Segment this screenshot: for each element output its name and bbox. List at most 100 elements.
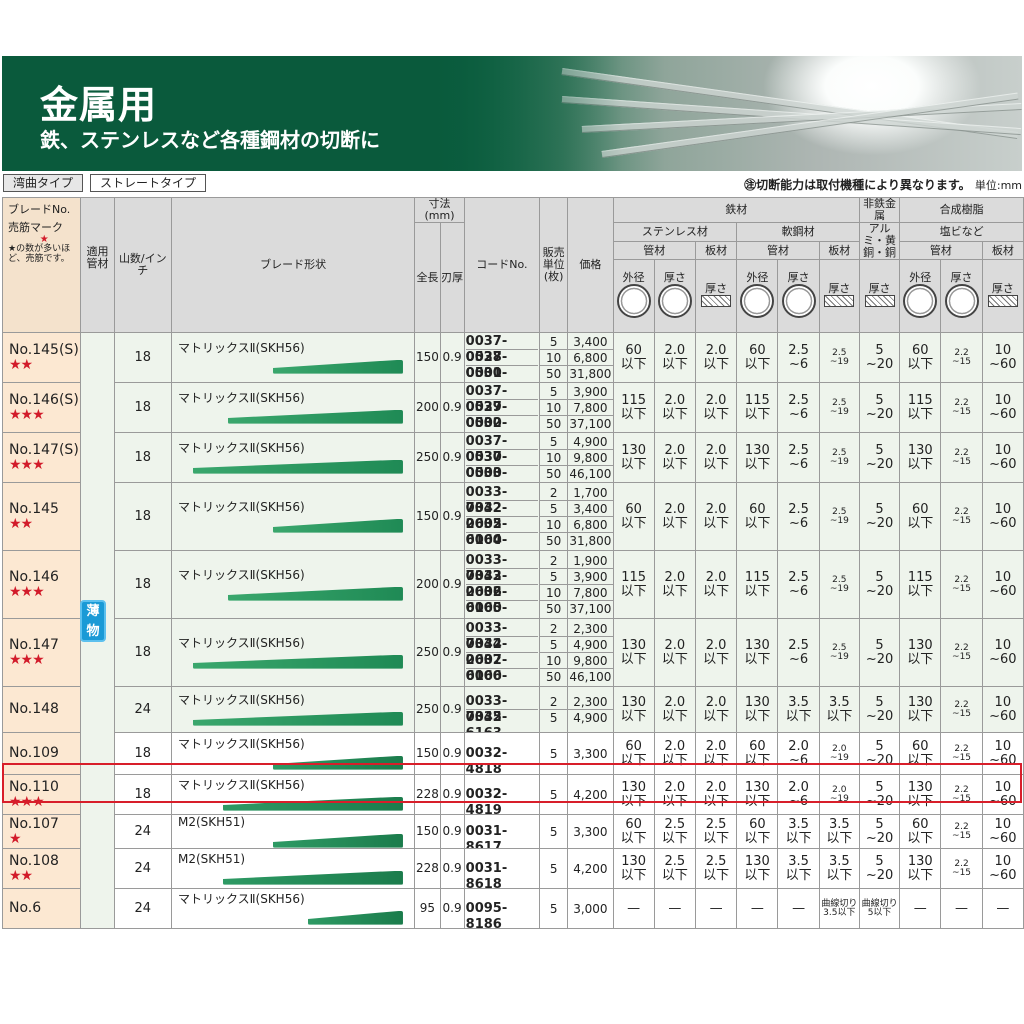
sale-unit: 2 [540, 694, 567, 710]
stars-rating: ★★★ [9, 651, 45, 668]
tab-curved[interactable]: 湾曲タイプ [3, 174, 84, 192]
price: 31,800 [569, 533, 612, 548]
code-no: 0037-0533 [465, 450, 539, 481]
capacity-cell: 60 以下 [899, 732, 942, 776]
header-resin-sub: 塩ビなど [899, 222, 1024, 242]
code-no: 0033-7342 [465, 485, 539, 516]
sale-unit: 5 [549, 710, 558, 725]
price: 3,000 [573, 901, 608, 916]
header-thick: 厚さ [777, 259, 820, 334]
thick-label: 厚さ [828, 281, 851, 295]
table-row: No.108 ★★ 24 M2(SKH51) 228 0.9 0031-8618 5 4,200… [1, 848, 1024, 890]
sale-unit: 5 [540, 501, 567, 517]
thick-label: 厚さ [950, 270, 973, 284]
header-thickness: 刃厚 [439, 222, 465, 334]
note-text: ㊟切断能力は取付機種により異なります。 [744, 178, 971, 192]
header-nonferrous: 非鉄金属 [858, 196, 901, 224]
capacity-cell: 2.5 ~19 [818, 618, 860, 688]
blade-no-cell: No.147(S) ★★★ [1, 432, 82, 484]
thickness-cell: 0.9 [439, 686, 465, 734]
capacity-cell: 60 以下 [612, 482, 655, 552]
blade-no: No.107 [9, 815, 59, 832]
capacity-cell: 5 ~20 [858, 686, 901, 734]
code-no: 0032-4818 [465, 745, 508, 775]
thickness-cell: 0.9 [439, 432, 465, 484]
capacity-cell: 2.0 以下 [653, 774, 696, 816]
sale-unit: 5 [540, 434, 567, 450]
capacity-cell: 2.5 以下 [694, 814, 738, 850]
code-no: 0000-3464 [465, 600, 508, 618]
capacity-cell: 2.0 以下 [694, 774, 738, 816]
blade-no: No.145(S) [9, 341, 79, 358]
code-cell: 0031-8618 [463, 848, 541, 890]
blade-no-cell: No.110 ★★★ [1, 774, 82, 816]
capacity-cell: 130 以下 [612, 618, 655, 688]
thickness-cell: 0.9 [439, 332, 465, 384]
teeth-cell: 18 [113, 618, 172, 688]
unit-cell: 5 10 50 [539, 332, 569, 384]
unit-cell: 5 10 50 [539, 432, 569, 484]
price-cell: 3,300 [567, 814, 614, 850]
capacity-cell: 10 ~60 [981, 382, 1024, 434]
teeth-cell: 18 [113, 550, 172, 620]
capacity-cell: 10 ~60 [981, 432, 1024, 484]
price: 3,400 [568, 334, 613, 350]
sale-unit: 5 [549, 901, 558, 916]
price: 7,800 [568, 585, 613, 601]
table-row: No.145(S) ★★ 18 マトリックスⅡ(SKH56) 150 0.9 0037-05… [1, 332, 1024, 930]
capacity-cell: 60 以下 [736, 814, 779, 850]
thick-label: 厚さ [991, 281, 1014, 295]
price: 1,900 [568, 553, 613, 569]
capacity-cell: 60 以下 [736, 332, 779, 384]
stars-rating: ★★★ [9, 456, 45, 473]
sale-unit: 5 [549, 746, 558, 761]
length-cell: 150 [414, 482, 441, 552]
price: 9,800 [568, 450, 613, 466]
table-row: No.109 18 マトリックスⅡ(SKH56) 150 0.9 0032-4818 5 3,… [1, 732, 1024, 776]
capacity-cell: 3.5 以下 [818, 686, 860, 734]
blade-name: マトリックスⅡ(SKH56) [177, 892, 305, 907]
blade-no-cell: No.6 [1, 888, 82, 930]
code-no: 0032-6164 [465, 517, 539, 548]
capacity-cell: 10 ~60 [981, 848, 1024, 890]
price: 1,700 [568, 485, 613, 501]
thickness-cell: 0.9 [439, 888, 465, 930]
capacity-cell: 3.5 以下 [818, 814, 860, 850]
price: 4,900 [568, 434, 613, 450]
unit-cell: 2 5 10 50 [539, 482, 569, 552]
star-icon: ★ [39, 234, 49, 246]
capacity-cell: — [736, 888, 779, 930]
banner-fade [2, 56, 622, 171]
blade-no-cell: No.146(S) ★★★ [1, 382, 82, 434]
capacity-cell: 2.5 ~19 [818, 482, 860, 552]
tab-straight[interactable]: ストレートタイプ [90, 174, 207, 192]
page-title: 金属用 [40, 83, 158, 127]
header-thick: 厚さ [653, 259, 696, 334]
unit-cell: 2 5 10 50 [539, 618, 569, 688]
table-row: No.110 ★★★ 18 マトリックスⅡ(SKH56) 228 0.9 0032-4819… [1, 774, 1024, 816]
stars-rating: ★★ [9, 356, 33, 373]
capacity-cell: 2.0 以下 [653, 550, 696, 620]
code-no: 0037-0531 [465, 350, 539, 381]
blade-no-cell: No.148 [1, 686, 82, 734]
capacity-cell: 2.5 ~6 [777, 482, 820, 552]
capacity-cell: 3.5 以下 [777, 814, 820, 850]
header-od: 外径 [899, 259, 942, 334]
capacity-cell: 2.0 以下 [653, 618, 696, 688]
sale-unit: 5 [549, 824, 558, 839]
blade-name: M2(SKH51) [177, 852, 246, 867]
capacity-cell: 2.0 以下 [653, 382, 696, 434]
blade-name: マトリックスⅡ(SKH56) [177, 636, 305, 651]
sale-unit: 10 [540, 653, 567, 669]
capacity-cell: — [981, 888, 1024, 930]
teeth-cell: 24 [113, 686, 172, 734]
capacity-cell: 2.0 ~19 [818, 774, 860, 816]
capacity-cell: 130 以下 [736, 432, 779, 484]
code-no: 0037-0532 [465, 400, 539, 431]
capacity-cell: 2.0 以下 [694, 382, 738, 434]
sale-unit: 5 [540, 637, 567, 653]
plate-icon [864, 294, 895, 307]
